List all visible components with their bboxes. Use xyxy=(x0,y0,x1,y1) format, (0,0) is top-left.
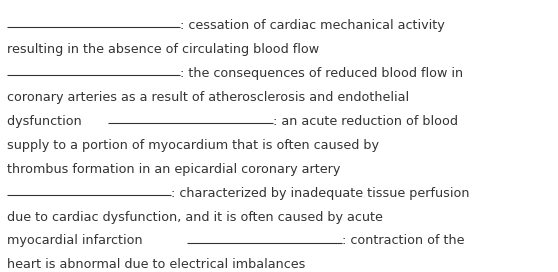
Text: due to cardiac dysfunction, and it is often caused by acute: due to cardiac dysfunction, and it is of… xyxy=(7,211,383,224)
Text: : an acute reduction of blood: : an acute reduction of blood xyxy=(273,115,458,128)
Text: thrombus formation in an epicardial coronary artery: thrombus formation in an epicardial coro… xyxy=(7,163,340,176)
Text: resulting in the absence of circulating blood flow: resulting in the absence of circulating … xyxy=(7,43,319,56)
Text: : cessation of cardiac mechanical activity: : cessation of cardiac mechanical activi… xyxy=(180,19,445,32)
Text: dysfunction: dysfunction xyxy=(7,115,85,128)
Text: supply to a portion of myocardium that is often caused by: supply to a portion of myocardium that i… xyxy=(7,139,379,152)
Text: : contraction of the: : contraction of the xyxy=(342,234,465,248)
Text: coronary arteries as a result of atherosclerosis and endothelial: coronary arteries as a result of atheros… xyxy=(7,91,409,104)
Text: myocardial infarction: myocardial infarction xyxy=(7,234,146,248)
Text: : the consequences of reduced blood flow in: : the consequences of reduced blood flow… xyxy=(180,67,464,80)
Text: : characterized by inadequate tissue perfusion: : characterized by inadequate tissue per… xyxy=(171,187,470,200)
Text: heart is abnormal due to electrical imbalances: heart is abnormal due to electrical imba… xyxy=(7,258,305,271)
